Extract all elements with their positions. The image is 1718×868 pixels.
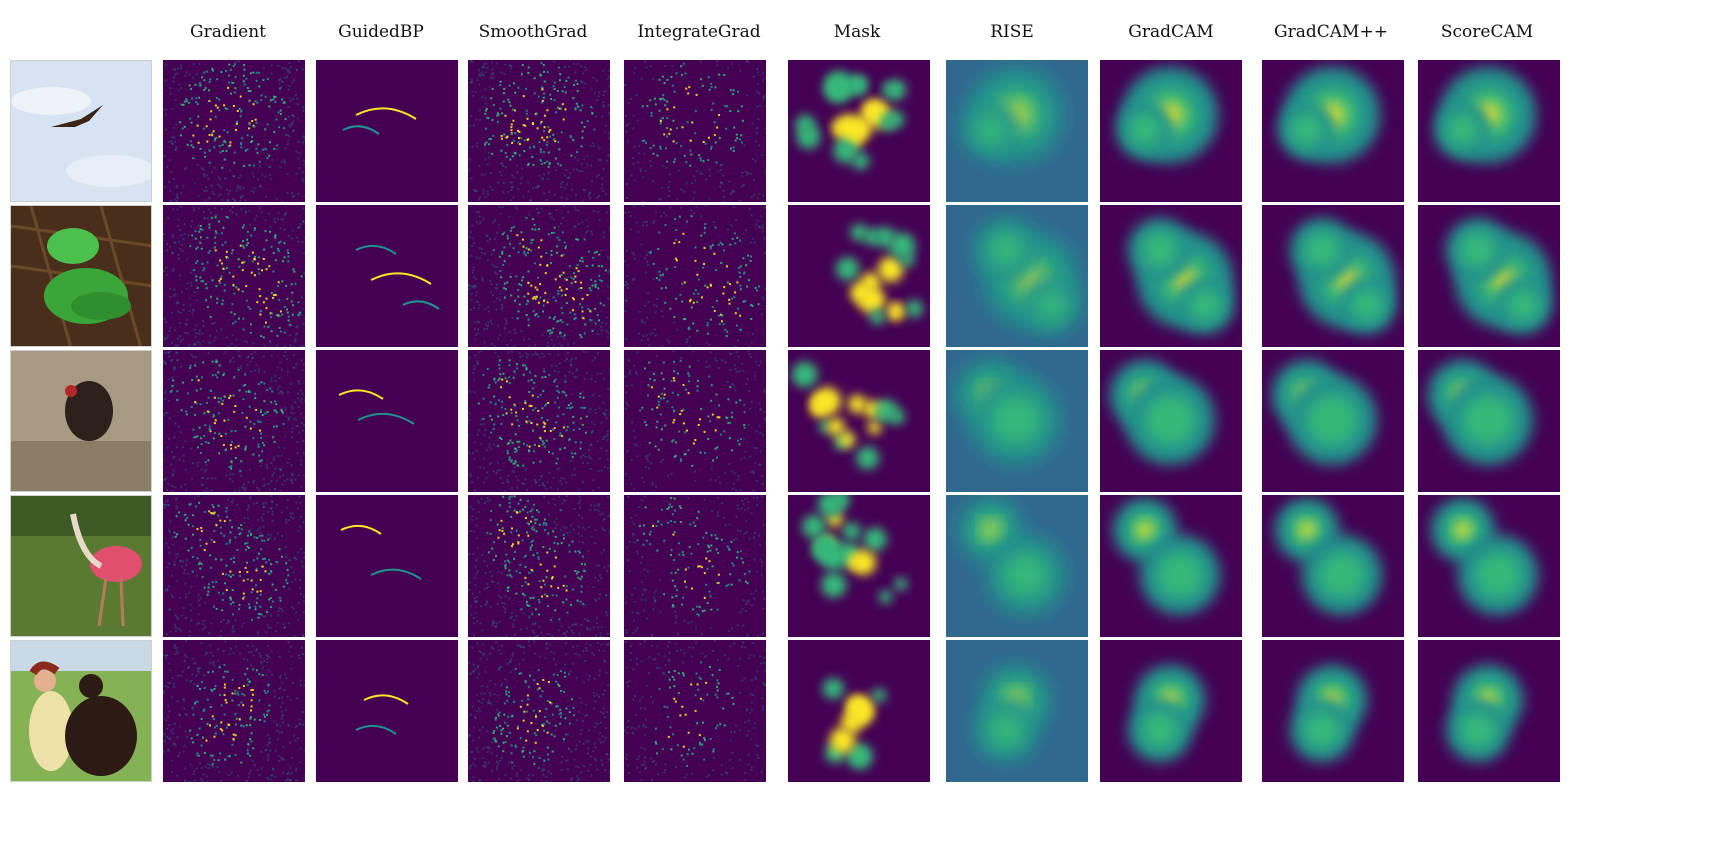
spoonbill-photo [10, 495, 152, 637]
column-label-gradcampp: GradCAM++ [1274, 22, 1388, 42]
saliency-map-rise [946, 350, 1088, 492]
saliency-map-gradcampp [1262, 495, 1404, 637]
saliency-map-scorecam [1418, 350, 1560, 492]
column-label-integrategrad: IntegrateGrad [637, 22, 761, 42]
green-snake-photo [10, 205, 152, 347]
saliency-map-mask [788, 350, 930, 492]
saliency-map-gradient [163, 640, 305, 782]
saliency-map-scorecam [1418, 60, 1560, 202]
saliency-map-gradcam [1100, 495, 1242, 637]
woman-with-dog-photo [10, 640, 152, 782]
bird-in-sky-photo [10, 60, 152, 202]
saliency-map-guidedbp [316, 350, 458, 492]
saliency-map-gradient [163, 495, 305, 637]
saliency-map-guidedbp [316, 60, 458, 202]
saliency-map-smoothgrad [468, 495, 610, 637]
saliency-map-gradcam [1100, 350, 1242, 492]
column-label-smoothgrad: SmoothGrad [478, 22, 588, 42]
saliency-map-smoothgrad [468, 640, 610, 782]
saliency-map-integrategrad [624, 350, 766, 492]
saliency-map-gradient [163, 60, 305, 202]
saliency-map-rise [946, 640, 1088, 782]
saliency-map-guidedbp [316, 205, 458, 347]
column-label-scorecam: ScoreCAM [1440, 22, 1534, 42]
saliency-map-integrategrad [624, 495, 766, 637]
saliency-map-mask [788, 495, 930, 637]
figure-row [10, 640, 1710, 782]
column-label-gradcam: GradCAM [1128, 22, 1214, 42]
vulture-photo [10, 350, 152, 492]
saliency-map-gradcam [1100, 205, 1242, 347]
saliency-map-guidedbp [316, 495, 458, 637]
saliency-map-scorecam [1418, 205, 1560, 347]
figure-row [10, 350, 1710, 492]
saliency-map-mask [788, 60, 930, 202]
column-header-row: Gradient GuidedBP SmoothGrad IntegrateGr… [0, 18, 1718, 46]
saliency-map-gradcampp [1262, 60, 1404, 202]
saliency-map-scorecam [1418, 495, 1560, 637]
column-label-rise: RISE [990, 22, 1034, 42]
saliency-map-mask [788, 640, 930, 782]
saliency-map-gradcam [1100, 640, 1242, 782]
saliency-map-gradcampp [1262, 205, 1404, 347]
saliency-map-rise [946, 60, 1088, 202]
figure-row [10, 495, 1710, 637]
saliency-map-rise [946, 205, 1088, 347]
saliency-map-gradcampp [1262, 640, 1404, 782]
saliency-map-mask [788, 205, 930, 347]
saliency-map-integrategrad [624, 60, 766, 202]
saliency-map-smoothgrad [468, 60, 610, 202]
saliency-map-gradient [163, 350, 305, 492]
saliency-map-smoothgrad [468, 350, 610, 492]
saliency-map-gradcam [1100, 60, 1242, 202]
saliency-map-rise [946, 495, 1088, 637]
saliency-map-integrategrad [624, 640, 766, 782]
saliency-map-smoothgrad [468, 205, 610, 347]
figure-row [10, 60, 1710, 202]
column-label-gradient: Gradient [189, 22, 266, 42]
column-label-mask: Mask [833, 22, 881, 42]
saliency-map-gradient [163, 205, 305, 347]
saliency-map-guidedbp [316, 640, 458, 782]
column-label-guidedbp: GuidedBP [338, 22, 424, 42]
saliency-map-gradcampp [1262, 350, 1404, 492]
figure-row [10, 205, 1710, 347]
saliency-map-scorecam [1418, 640, 1560, 782]
saliency-map-integrategrad [624, 205, 766, 347]
